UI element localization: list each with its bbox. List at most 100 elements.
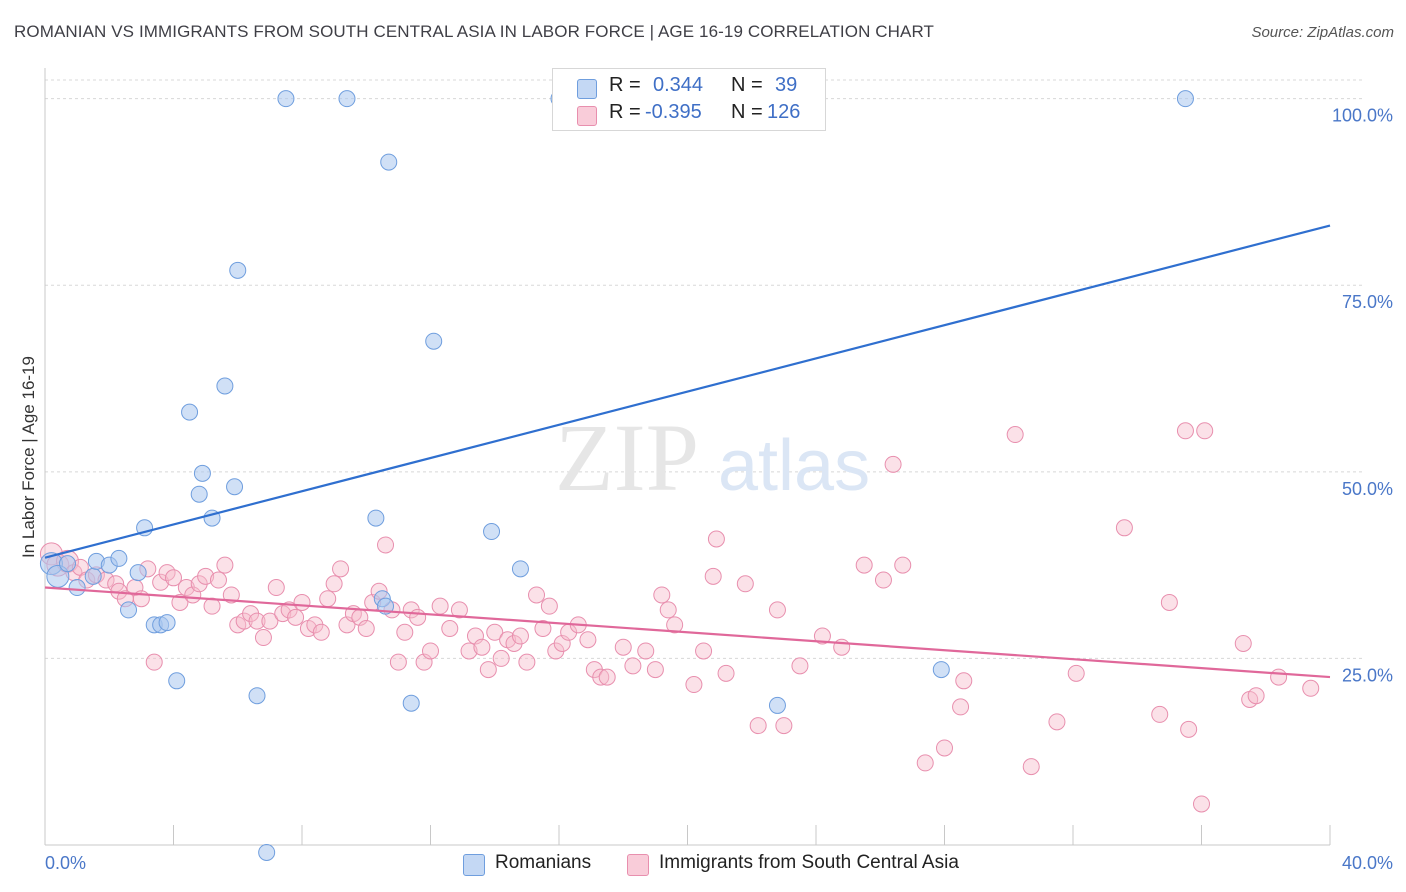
legend-r-value: 0.344 — [653, 74, 704, 96]
data-point-immigrants — [197, 567, 215, 585]
y-axis-label: In Labor Force | Age 16-19 — [19, 356, 38, 558]
data-point-romanians — [402, 694, 420, 712]
data-point-immigrants — [267, 579, 285, 597]
data-point-romanians — [110, 549, 128, 567]
data-point-immigrants — [1196, 422, 1214, 440]
data-point-romanians — [216, 377, 234, 395]
data-point-immigrants — [312, 623, 330, 641]
data-point-immigrants — [1247, 687, 1265, 705]
legend-label-romanians: Romanians — [495, 852, 592, 873]
data-point-immigrants — [1151, 705, 1169, 723]
data-point-immigrants — [704, 567, 722, 585]
data-point-romanians — [58, 555, 76, 573]
data-point-immigrants — [431, 597, 449, 615]
data-point-immigrants — [216, 556, 234, 574]
data-point-immigrants — [518, 653, 536, 671]
data-point-immigrants — [749, 717, 767, 735]
data-point-immigrants — [736, 575, 754, 593]
data-point-romanians — [277, 90, 295, 108]
data-point-immigrants — [319, 590, 337, 608]
data-point-immigrants — [222, 586, 240, 604]
data-point-immigrants — [717, 664, 735, 682]
data-point-immigrants — [685, 676, 703, 694]
data-point-romanians — [158, 614, 176, 632]
data-point-immigrants — [624, 657, 642, 675]
watermark-atlas: atlas — [718, 426, 870, 506]
source-label: Source: ZipAtlas.com — [1251, 24, 1394, 41]
data-point-immigrants — [287, 608, 305, 626]
data-point-romanians — [168, 672, 186, 690]
x-tick-label: 0.0% — [45, 853, 86, 873]
data-point-immigrants — [152, 573, 170, 591]
data-point-immigrants — [396, 623, 414, 641]
data-point-romanians — [248, 687, 266, 705]
data-point-immigrants — [916, 754, 934, 772]
y-tick-label: 25.0% — [1342, 665, 1393, 685]
data-point-immigrants — [486, 623, 504, 641]
data-point-romanians — [181, 403, 199, 421]
data-point-immigrants — [479, 661, 497, 679]
data-point-immigrants — [637, 642, 655, 660]
data-point-immigrants — [775, 717, 793, 735]
legend-row-romanians: R = 0.344 N = 39 — [553, 74, 825, 100]
y-tick-label: 100.0% — [1332, 106, 1393, 126]
data-point-romanians — [367, 509, 385, 527]
watermark: ZIP atlas — [555, 404, 870, 511]
data-point-immigrants — [579, 631, 597, 649]
data-point-immigrants — [145, 653, 163, 671]
data-point-immigrants — [450, 601, 468, 619]
data-point-immigrants — [1115, 519, 1133, 537]
chart-title: ROMANIAN VS IMMIGRANTS FROM SOUTH CENTRA… — [14, 22, 935, 41]
data-point-immigrants — [1180, 720, 1198, 738]
trendline-romanians — [44, 224, 1331, 559]
legend-r-label: R = — [609, 101, 641, 123]
data-point-immigrants — [1234, 634, 1252, 652]
data-point-immigrants — [325, 575, 343, 593]
legend-n-value: 39 — [775, 74, 798, 96]
data-point-romanians — [229, 261, 247, 279]
data-point-immigrants — [248, 612, 266, 630]
data-point-romanians — [129, 564, 147, 582]
data-point-romanians — [425, 332, 443, 350]
data-point-romanians — [932, 661, 950, 679]
data-point-immigrants — [1022, 758, 1040, 776]
y-tick-label: 50.0% — [1342, 479, 1393, 499]
data-point-romanians — [84, 567, 102, 585]
y-tick-label: 75.0% — [1342, 292, 1393, 312]
trendline-immigrants — [44, 586, 1331, 679]
trend-lines — [44, 224, 1331, 679]
data-point-immigrants — [511, 627, 529, 645]
data-point-immigrants — [1160, 593, 1178, 611]
data-point-romanians — [338, 90, 356, 108]
data-point-immigrants — [332, 560, 350, 578]
data-point-romanians — [380, 153, 398, 171]
data-point-immigrants — [534, 620, 552, 638]
data-point-immigrants — [813, 627, 831, 645]
data-point-romanians — [483, 523, 501, 541]
data-point-immigrants — [653, 586, 671, 604]
data-point-immigrants — [791, 657, 809, 675]
data-point-romanians — [120, 601, 138, 619]
data-point-immigrants — [646, 661, 664, 679]
series-legend: Romanians Immigrants from South Central … — [0, 852, 1406, 878]
data-point-immigrants — [422, 642, 439, 660]
data-point-immigrants — [955, 672, 973, 690]
data-point-immigrants — [936, 739, 953, 757]
data-point-immigrants — [409, 608, 427, 626]
data-point-immigrants — [695, 642, 713, 660]
data-point-romanians — [190, 485, 208, 503]
data-point-immigrants — [357, 620, 375, 638]
data-point-romanians — [768, 696, 786, 714]
legend-row-immigrants: R = -0.395 N = 126 — [553, 101, 825, 127]
tick-labels: 25.0% 50.0% 75.0% 100.0% 0.0% 40.0% — [45, 106, 1393, 873]
data-point-immigrants — [707, 530, 725, 548]
x-tick-label: 40.0% — [1342, 853, 1393, 873]
data-point-immigrants — [171, 593, 189, 611]
data-point-romanians — [193, 464, 211, 482]
data-point-immigrants — [1270, 668, 1288, 686]
data-point-romanians — [511, 560, 529, 578]
data-point-romanians — [1176, 90, 1194, 108]
data-point-immigrants — [592, 668, 610, 686]
data-point-romanians — [258, 843, 276, 861]
